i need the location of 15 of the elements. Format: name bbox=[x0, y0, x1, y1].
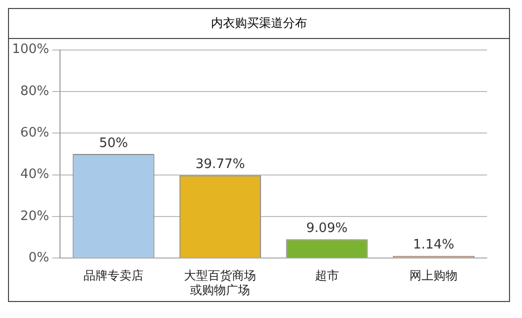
chart-title: 内衣购买渠道分布 bbox=[9, 9, 509, 39]
x-tick-label: 大型百货商场或购物广场 bbox=[184, 268, 256, 297]
data-label: 9.09% bbox=[306, 221, 348, 236]
y-tick-label: 20% bbox=[20, 208, 50, 224]
x-tick-label: 超市 bbox=[314, 268, 339, 283]
x-tick-label: 网上购物 bbox=[410, 268, 458, 283]
y-tick-label: 100% bbox=[12, 42, 50, 58]
data-label: 39.77% bbox=[195, 157, 246, 172]
data-label: 1.14% bbox=[412, 238, 454, 253]
y-tick-label: 60% bbox=[20, 126, 50, 141]
x-tick-label: 品牌专卖店 bbox=[84, 268, 144, 283]
y-tick-label: 80% bbox=[20, 84, 50, 99]
y-tick-label: 0% bbox=[28, 250, 50, 266]
data-label: 50% bbox=[99, 136, 128, 151]
y-tick-label: 40% bbox=[20, 167, 50, 182]
